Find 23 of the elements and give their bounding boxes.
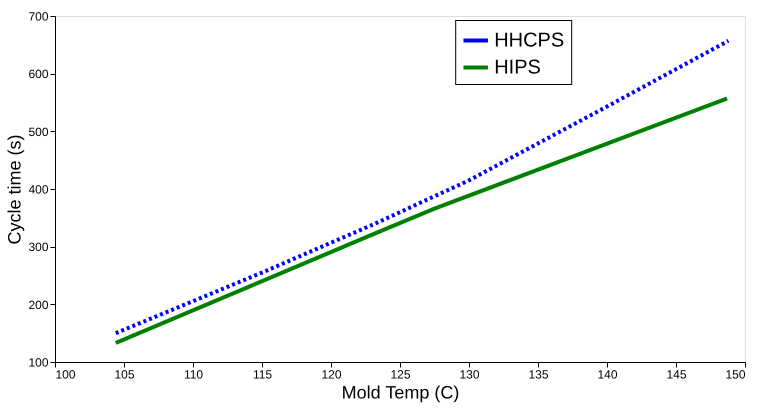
x-tick-label: 130 [459,368,480,382]
x-tick-label: 135 [528,368,549,382]
legend-label: HIPS [494,56,541,78]
x-tick-label: 115 [252,368,272,382]
x-tick-label: 120 [321,368,342,382]
y-tick-label: 600 [28,67,49,82]
y-axis-title: Cycle time (s) [4,134,24,245]
y-tick-label: 400 [28,182,49,196]
y-tick-label: 300 [28,240,49,254]
legend-label: HHCPS [494,30,564,52]
x-axis-title: Mold Temp (C) [342,382,460,402]
x-tick-label: 125 [390,368,411,382]
x-tick-label: 150 [725,368,746,382]
x-tick-label: 145 [666,368,687,382]
x-tick-label: 140 [597,368,618,382]
y-tick-label: 700 [28,10,49,24]
x-tick-label: 105 [114,368,135,382]
y-tick-label: 500 [28,124,49,139]
y-tick-label: 200 [28,298,49,312]
y-tick-label: 100 [28,356,49,370]
line-series [114,96,730,345]
x-tick-label: 110 [184,368,204,382]
x-tick-label: 100 [56,368,76,382]
